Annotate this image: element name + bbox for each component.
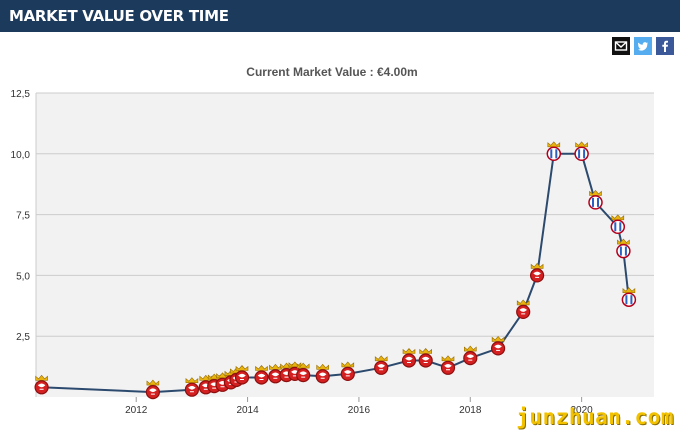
data-point-crest[interactable] [418, 348, 433, 368]
y-tick-label: 7,5 [16, 211, 30, 222]
y-tick-label: 12,5 [11, 89, 31, 100]
y-tick-label: 5,0 [16, 271, 30, 282]
data-point-crest[interactable] [145, 379, 160, 400]
section-title: MARKET VALUE OVER TIME [9, 7, 229, 25]
data-point-crest[interactable] [401, 348, 417, 368]
facebook-icon [656, 37, 674, 55]
data-point-crest[interactable] [546, 141, 562, 162]
data-point-crest[interactable] [268, 363, 283, 384]
data-point-crest[interactable] [574, 141, 589, 162]
data-point-crest[interactable] [184, 377, 199, 397]
y-tick-label: 10,0 [11, 150, 31, 161]
email-share-button[interactable] [612, 37, 630, 55]
data-point-crest[interactable] [616, 238, 631, 259]
data-point-crest[interactable] [254, 365, 269, 385]
data-point-crest[interactable] [491, 335, 506, 356]
market-value-chart: Current Market Value : €4.00m 2012 2014 20… [11, 65, 654, 416]
twitter-icon [634, 37, 652, 55]
y-tick-label: 2,5 [16, 332, 30, 343]
data-point-crest[interactable] [610, 214, 626, 235]
data-point-crest[interactable] [588, 189, 603, 210]
twitter-share-button[interactable] [634, 37, 652, 55]
data-point-crest[interactable] [516, 299, 531, 319]
data-point-crest[interactable] [315, 363, 330, 384]
facebook-share-button[interactable] [656, 37, 674, 55]
x-tick-label: 2020 [570, 405, 593, 416]
x-tick-label: 2016 [348, 405, 371, 416]
data-point-crest[interactable] [621, 287, 637, 307]
plot-background [36, 93, 654, 397]
data-point-crest[interactable] [340, 361, 355, 381]
section-header: MARKET VALUE OVER TIME [0, 0, 680, 32]
data-point-crest[interactable] [440, 355, 456, 375]
email-icon [612, 37, 630, 55]
x-tick-label: 2014 [236, 405, 259, 416]
x-tick-label: 2012 [125, 405, 148, 416]
x-tick-label: 2018 [459, 405, 482, 416]
data-point-crest[interactable] [34, 374, 49, 395]
data-point-crest[interactable] [463, 345, 478, 366]
data-point-crest[interactable] [234, 365, 250, 385]
data-point-crest[interactable] [374, 355, 389, 375]
chart-title: Current Market Value : €4.00m [246, 65, 417, 79]
data-point-crest[interactable] [296, 362, 311, 383]
data-point-crest[interactable] [529, 262, 545, 283]
watermark: junzhuan.com [516, 405, 674, 429]
